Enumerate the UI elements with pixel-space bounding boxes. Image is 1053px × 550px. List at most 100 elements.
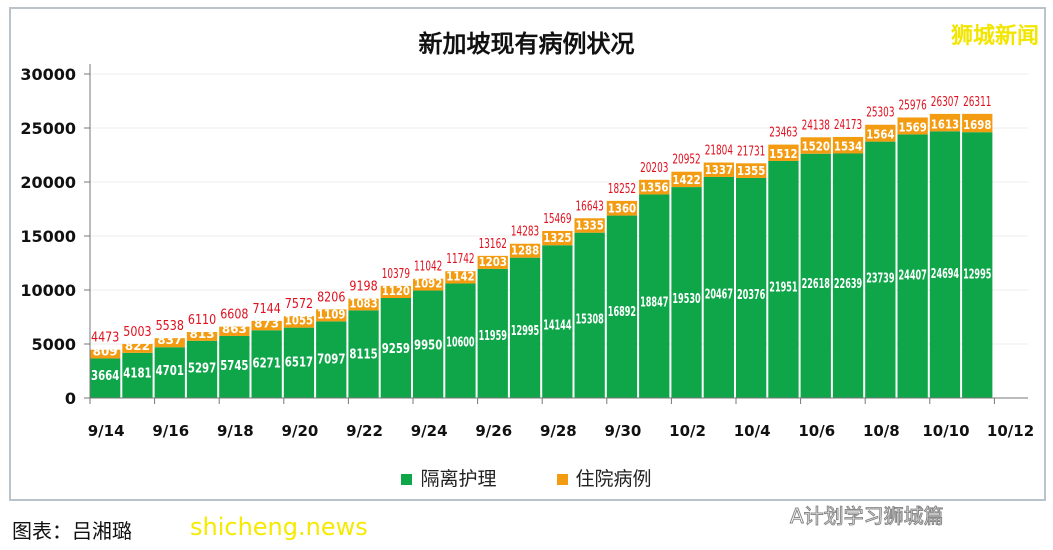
label-hospital: 1422 [672,173,700,187]
label-hospital: 1355 [737,164,765,178]
site-watermark: shicheng.news [190,513,368,541]
label-hospital: 1534 [834,139,862,153]
x-tick-label: 10/4 [734,422,771,440]
x-tick-label: 9/22 [346,422,383,440]
bar-isolation [671,187,702,398]
label-total: 6110 [188,313,216,328]
label-total: 8206 [317,290,345,305]
y-tick-label: 5000 [31,335,76,354]
label-hospital: 873 [254,316,279,330]
bar-isolation [186,340,218,398]
label-total: 10379 [382,267,410,282]
label-hospital: 822 [125,339,150,353]
label-hospital: 1520 [802,140,830,154]
bar-hospital [380,285,411,299]
bar-hospital [509,243,541,258]
brand-logo: 狮城新闻 [950,24,1039,49]
label-isolation: 10600 [446,335,474,350]
bar-hospital [865,124,896,142]
x-tick-label: 9/14 [88,422,125,440]
label-total: 7144 [253,302,281,317]
label-isolation: 4181 [123,367,151,382]
label-hospital: 1360 [608,202,636,216]
label-hospital: 1092 [414,277,442,291]
bar-hospital [219,326,250,336]
x-tick-label: 9/16 [152,422,189,440]
label-total: 24173 [834,118,862,133]
label-isolation: 6517 [285,355,313,370]
label-total: 26307 [931,95,959,110]
label-isolation: 24407 [899,268,927,283]
label-hospital: 1564 [866,128,894,142]
label-isolation: 5745 [220,359,248,374]
label-total: 5538 [156,319,184,334]
label-total: 14283 [511,225,539,240]
label-hospital: 1325 [543,231,571,245]
bar-isolation [348,310,379,398]
label-total: 25303 [866,106,894,121]
label-total: 13162 [479,237,507,252]
bar-isolation [574,232,605,398]
x-tick-label: 9/30 [605,422,642,440]
bar-isolation [380,298,411,398]
bar-hospital [736,163,767,178]
label-hospital: 1335 [576,219,604,233]
bar-isolation [962,132,993,398]
bar-isolation [283,327,315,398]
label-total: 5003 [123,325,151,340]
label-total: 25976 [899,98,927,113]
legend-item-isolation: 隔离护理 [401,464,497,491]
x-tick-label: 10/8 [863,422,900,440]
label-isolation: 16892 [608,305,636,320]
y-tick-label: 15000 [20,227,76,246]
bar-isolation [800,153,831,398]
label-hospital: 1512 [769,147,797,161]
bar-hospital [542,230,573,246]
label-hospital: 1142 [446,270,474,284]
bar-isolation [445,283,476,398]
label-isolation: 3664 [91,369,119,384]
bar-isolation [122,352,153,398]
label-total: 11042 [414,260,442,275]
y-tick-label: 30000 [20,65,76,84]
bar-hospital [283,316,315,328]
bar-hospital [154,338,185,348]
bar-isolation [316,321,347,398]
bar-isolation [154,347,185,398]
bar-hospital [703,162,734,177]
label-isolation: 8115 [349,348,377,363]
label-total: 24138 [802,118,830,133]
label-total: 20203 [640,161,668,176]
bar-hospital [574,218,605,233]
bar-isolation [929,131,961,398]
label-isolation: 4701 [156,364,184,379]
bar-hospital [316,309,347,322]
label-hospital: 837 [157,333,182,347]
label-hospital: 1120 [382,284,410,298]
label-total: 26311 [963,95,991,110]
label-isolation: 12995 [963,267,991,282]
label-hospital: 863 [222,322,247,336]
label-isolation: 15308 [576,313,604,328]
bar-isolation [736,177,767,398]
bar-hospital [768,144,799,161]
label-hospital: 1698 [963,118,991,132]
bar-isolation [90,358,121,398]
bar-isolation [703,176,734,398]
label-hospital: 813 [190,327,215,341]
label-total: 21731 [737,144,765,159]
x-tick-label: 10/6 [798,422,835,440]
label-hospital: 1288 [511,244,539,258]
y-tick-label: 10000 [20,281,76,300]
bar-isolation [639,194,670,398]
x-tick-label: 10/12 [987,422,1034,440]
chart-credit: 图表：吕湘璐 [12,519,132,543]
bar-hospital [186,332,218,341]
x-tick-label: 9/26 [475,422,512,440]
label-isolation: 21951 [769,280,797,295]
bar-hospital [671,171,702,188]
label-isolation: 5297 [188,361,216,376]
y-tick-label: 0 [65,389,76,408]
legend-item-hospital: 住院病例 [556,464,652,491]
bar-hospital [897,117,928,135]
